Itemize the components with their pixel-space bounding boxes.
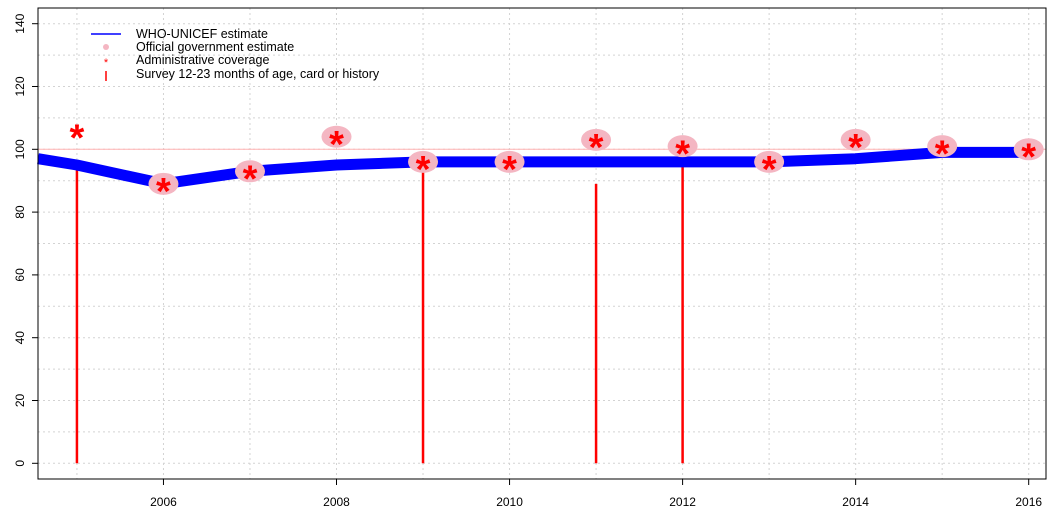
y-tick-label: 40 — [13, 331, 27, 345]
legend-label-survey: Survey 12-23 months of age, card or hist… — [136, 67, 380, 81]
administrative-coverage-star: * — [762, 149, 777, 191]
official-estimate-marker — [234, 160, 265, 183]
administrative-coverage-star: * — [589, 127, 604, 169]
administrative-coverage-star: * — [935, 133, 950, 175]
administrative-coverage-star: * — [1021, 136, 1036, 178]
plot-frame — [37, 7, 1047, 480]
official-estimate-marker — [494, 150, 525, 173]
administrative-coverage-star: * — [416, 149, 431, 191]
x-tick-label: 2008 — [323, 495, 350, 509]
official-estimate-marker — [754, 150, 785, 173]
legend-label-who-unicef: WHO-UNICEF estimate — [136, 27, 268, 41]
official-estimate-marker — [927, 135, 958, 158]
administrative-coverage-star: * — [848, 127, 863, 169]
x-tick-label: 2016 — [1015, 495, 1042, 509]
administrative-coverage-star: * — [502, 149, 517, 191]
y-tick-label: 140 — [13, 13, 27, 33]
administrative-coverage-star: * — [329, 124, 344, 166]
official-estimate-marker — [148, 172, 179, 195]
legend-star-icon: * — [104, 57, 109, 69]
y-tick-label: 20 — [13, 394, 27, 408]
legend: WHO-UNICEF estimate Official government … — [91, 27, 380, 81]
legend-label-administrative: Administrative coverage — [136, 53, 269, 67]
series-layer: * * * * * * * * * * * * — [37, 118, 1044, 464]
y-tick-label: 100 — [13, 139, 27, 159]
official-estimate-marker — [408, 150, 439, 173]
administrative-coverage-star: * — [243, 158, 258, 200]
y-tick-label: 60 — [13, 268, 27, 282]
y-tick-label: 120 — [13, 76, 27, 96]
official-estimate-marker — [1013, 138, 1044, 161]
administrative-coverage-star: * — [675, 133, 690, 175]
who-unicef-estimate-line — [37, 146, 1029, 190]
official-estimate-marker — [840, 128, 871, 151]
official-estimate-marker — [321, 125, 352, 148]
legend-dot-icon — [103, 44, 109, 50]
x-tick-label: 2014 — [842, 495, 869, 509]
x-tick-label: 2012 — [669, 495, 696, 509]
x-tick-label: 2010 — [496, 495, 523, 509]
official-estimate-marker — [581, 128, 612, 151]
legend-label-official: Official government estimate — [136, 40, 294, 54]
y-tick-label: 0 — [13, 460, 27, 467]
y-tick-label: 80 — [13, 205, 27, 219]
administrative-coverage-star: * — [156, 171, 171, 213]
axes: 2006 2008 2010 2012 2014 2016 0 20 40 60 80 100 120 1… — [13, 13, 1042, 509]
x-tick-label: 2006 — [150, 495, 177, 509]
administrative-coverage-star: * — [70, 118, 85, 160]
official-estimate-marker — [667, 135, 698, 158]
